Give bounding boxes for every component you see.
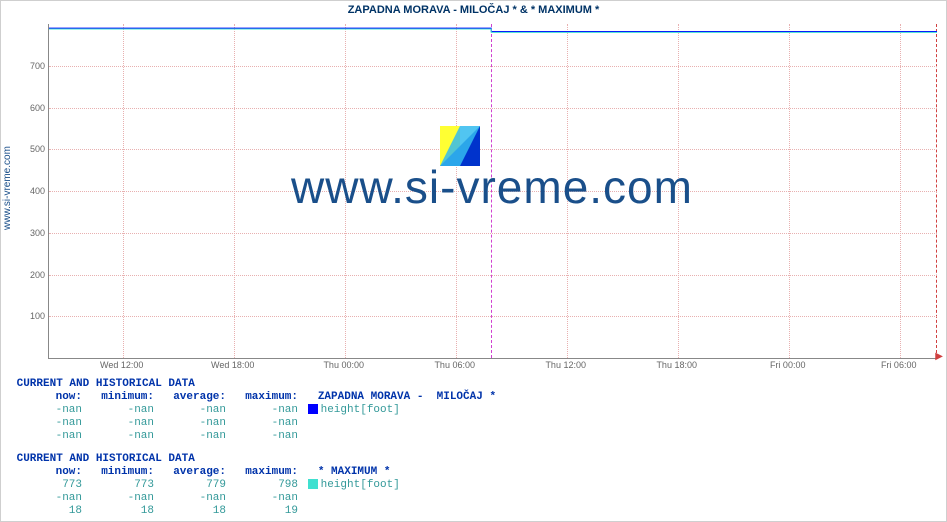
y-tick-label: 400 [13,186,45,196]
y-tick-label: 600 [13,103,45,113]
y-tick-label: 200 [13,270,45,280]
table-column-header: now:minimum:average:maximum: * MAXIMUM * [10,466,496,479]
table-column-header: now:minimum:average:maximum: ZAPADNA MOR… [10,391,496,404]
x-tick-label: Thu 00:00 [323,360,364,370]
data-tables: CURRENT AND HISTORICAL DATAnow:minimum:a… [10,378,496,518]
table-row: -nan-nan-nan-nan [10,492,496,505]
table-row: 18181819 [10,505,496,518]
legend-swatch [308,479,318,489]
table-header: CURRENT AND HISTORICAL DATA [10,453,496,466]
table-row: -nan-nan-nan-nan height[foot] [10,404,496,417]
table-row: 773773779798 height[foot] [10,479,496,492]
legend-unit: height[foot] [321,404,400,416]
x-tick-label: Thu 18:00 [656,360,697,370]
y-tick-label: 500 [13,144,45,154]
y-tick-label: 100 [13,311,45,321]
table-row: -nan-nan-nan-nan [10,430,496,443]
y-tick-label: 700 [13,61,45,71]
x-tick-label: Fri 06:00 [881,360,917,370]
table-spacer [10,443,496,453]
table-row: -nan-nan-nan-nan [10,417,496,430]
legend-swatch [308,404,318,414]
x-tick-label: Thu 12:00 [545,360,586,370]
plot-area: ▶ [48,24,937,359]
series-layer [49,24,937,358]
x-tick-label: Fri 00:00 [770,360,806,370]
legend-unit: height[foot] [321,479,400,491]
chart-title: ZAPADNA MORAVA - MILOČAJ * & * MAXIMUM * [0,4,947,16]
x-tick-label: Wed 18:00 [211,360,254,370]
y-axis-label: www.si-vreme.com [2,146,13,230]
table-header: CURRENT AND HISTORICAL DATA [10,378,496,391]
y-tick-label: 300 [13,228,45,238]
x-tick-label: Wed 12:00 [100,360,143,370]
x-tick-label: Thu 06:00 [434,360,475,370]
